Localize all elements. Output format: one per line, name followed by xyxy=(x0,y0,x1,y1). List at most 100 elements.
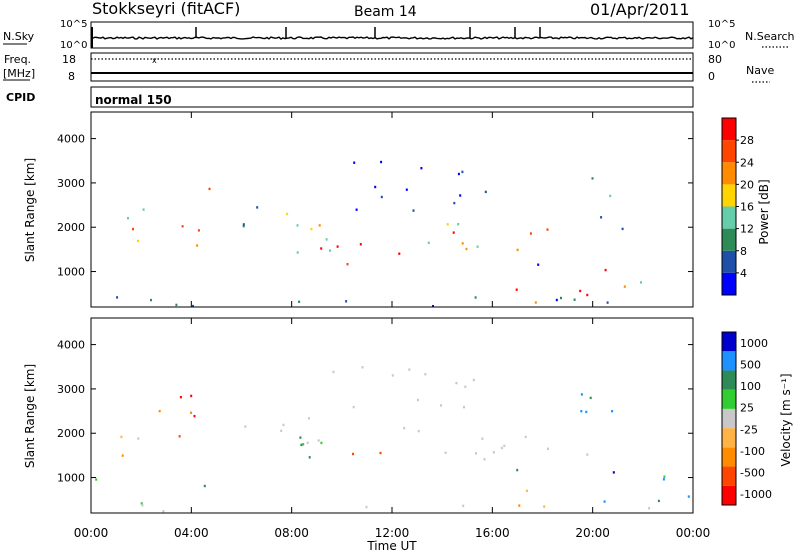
range-gate-cell xyxy=(405,188,408,191)
x-tick-label: 16:00 xyxy=(475,526,510,540)
range-gate-cell xyxy=(140,502,143,505)
velocity-ylabel: Slant Range [km] xyxy=(23,364,37,468)
y-tick-label: 1000 xyxy=(57,266,85,279)
velocity-colorbar-tick-label: -100 xyxy=(740,445,765,458)
range-gate-cell xyxy=(320,247,323,250)
x-tick-label: 20:00 xyxy=(575,526,610,540)
power-colorbar-segment xyxy=(722,184,736,207)
range-gate-cell xyxy=(516,468,519,472)
range-gate-cell xyxy=(515,288,518,291)
freq-tick-bottom-left: 8 xyxy=(68,70,75,83)
range-gate-cell xyxy=(606,301,609,304)
range-gate-cell xyxy=(424,373,427,376)
range-gate-cell xyxy=(332,370,335,374)
range-gate-cell xyxy=(586,293,589,297)
velocity-heatmap xyxy=(95,366,690,513)
range-gate-cell xyxy=(440,404,442,407)
velocity-colorbar-segment xyxy=(722,332,736,352)
range-gate-cell xyxy=(591,177,594,180)
nsky-tick-bottom-right: 10^0 xyxy=(708,40,735,51)
range-gate-cell xyxy=(310,227,313,231)
range-gate-cell xyxy=(446,223,449,226)
velocity-colorbar-segment xyxy=(722,466,736,486)
range-gate-cell xyxy=(529,232,532,235)
power-colorbar-tick-label: 24 xyxy=(740,156,754,169)
freq-label: Freq. xyxy=(4,53,31,66)
power-colorbar-segment xyxy=(722,118,736,141)
range-gate-cell xyxy=(150,298,152,302)
power-colorbar-segment xyxy=(722,272,736,295)
range-gate-cell xyxy=(158,409,161,413)
range-gate-cell xyxy=(461,242,464,245)
range-gate-cell xyxy=(464,385,467,388)
range-gate-cell xyxy=(461,170,464,174)
power-colorbar-segment xyxy=(722,228,736,251)
range-gate-cell xyxy=(525,489,528,492)
range-gate-cell xyxy=(465,247,468,251)
velocity-colorbar-tick-label: -1000 xyxy=(740,488,772,501)
xlabel: Time UT xyxy=(366,539,417,553)
range-gate-cell xyxy=(116,296,119,299)
range-gate-cell xyxy=(320,441,323,445)
power-colorbar: 4 8 12 16 20 24 28 xyxy=(721,117,754,296)
velocity-panel-frame xyxy=(90,317,694,514)
power-colorbar-segment xyxy=(722,206,736,229)
range-gate-cell xyxy=(359,243,362,246)
range-gate-cell xyxy=(95,478,98,481)
range-gate-cell xyxy=(524,435,527,439)
power-colorbar-tick-label: 16 xyxy=(740,201,754,214)
range-gate-cell xyxy=(417,429,420,433)
range-gate-cell xyxy=(380,195,383,199)
range-gate-cell xyxy=(555,298,558,302)
range-gate-cell xyxy=(242,223,245,226)
power-panel-frame xyxy=(90,111,694,308)
range-gate-cell xyxy=(175,303,178,307)
range-gate-cell xyxy=(481,437,484,440)
range-gate-cell xyxy=(408,368,411,371)
power-colorbar-segment xyxy=(722,140,736,163)
range-gate-cell xyxy=(474,296,477,299)
range-gate-cell xyxy=(193,414,196,418)
velocity-colorbar-tick-label: 500 xyxy=(740,358,761,371)
range-gate-cell xyxy=(380,160,383,164)
range-gate-cell xyxy=(190,394,193,398)
velocity-colorbar-segment xyxy=(722,428,736,448)
freq-tick-bottom-right: 0 xyxy=(708,70,715,83)
range-gate-cell xyxy=(612,471,615,474)
velocity-colorbar-tick-label: 1000 xyxy=(740,337,768,350)
range-gate-cell xyxy=(244,425,247,428)
range-gate-cell xyxy=(453,201,456,205)
nave-label: Nave xyxy=(746,64,774,77)
velocity-colorbar-segment xyxy=(722,351,736,371)
range-gate-cell xyxy=(663,475,666,478)
y-tick-label: 4000 xyxy=(57,133,85,146)
range-gate-cell xyxy=(302,443,305,446)
freq-marker: x xyxy=(152,56,157,65)
range-gate-cell xyxy=(621,227,624,231)
range-gate-cell xyxy=(120,435,123,439)
nsky-label: N.Sky xyxy=(3,30,35,43)
range-gate-cell xyxy=(374,185,377,189)
range-gate-cell xyxy=(179,396,182,399)
range-gate-cell xyxy=(609,194,612,198)
velocity-colorbar-tick-label: -25 xyxy=(740,423,758,436)
range-gate-cell xyxy=(391,374,394,377)
range-gate-cell xyxy=(296,224,299,227)
range-gate-cell xyxy=(190,411,193,414)
range-gate-cell xyxy=(537,263,540,266)
velocity-colorbar-label: Velocity [m s⁻¹] xyxy=(779,373,793,466)
range-gate-cell xyxy=(546,447,549,450)
nsky-tick-top-left: 10^5 xyxy=(60,19,87,30)
range-gate-cell xyxy=(361,366,364,369)
range-gate-cell xyxy=(417,398,419,402)
power-colorbar-tick-label: 12 xyxy=(740,223,754,236)
y-tick-label: 4000 xyxy=(57,339,85,352)
x-tick-label: 00:00 xyxy=(676,526,711,540)
range-gate-cell xyxy=(197,229,200,232)
velocity-y-axis: 1000 2000 3000 4000 xyxy=(57,339,693,485)
x-tick-label: 12:00 xyxy=(375,526,410,540)
range-gate-cell xyxy=(256,206,259,209)
range-gate-cell xyxy=(580,410,583,413)
date-title: 01/Apr/2011 xyxy=(590,0,690,19)
